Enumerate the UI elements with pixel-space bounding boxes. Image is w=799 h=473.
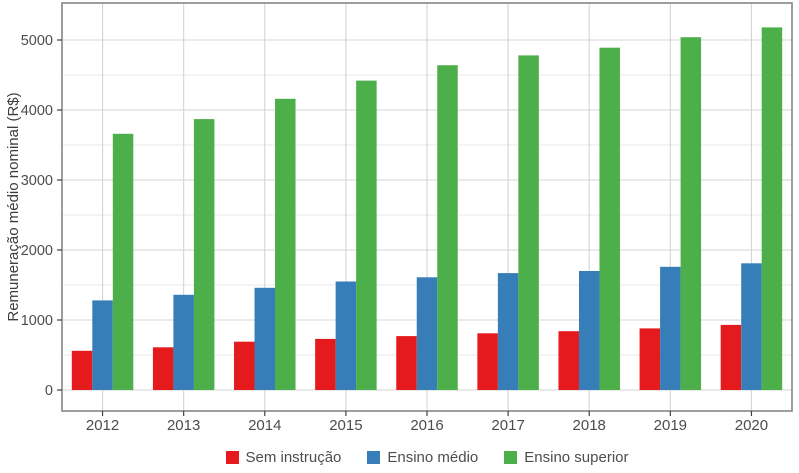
bar-ensino-superior-2014 <box>275 98 296 391</box>
bar-ensino-superior-2019 <box>680 37 702 390</box>
y-tick-label-5000: 5000 <box>21 33 53 49</box>
x-tick-label-2015: 2015 <box>329 417 362 434</box>
y-tick-label-2000: 2000 <box>21 243 53 259</box>
bar-ensino-superior-2015 <box>356 80 377 390</box>
x-tick-label-2013: 2013 <box>167 417 200 434</box>
legend-item-ensino-medio: Ensino médio <box>367 450 478 465</box>
x-tick-label-2019: 2019 <box>654 417 687 434</box>
legend-swatch-ensino-superior <box>504 450 518 464</box>
bar-ensino-medio-2017 <box>497 273 519 390</box>
bar-ensino-medio-2014 <box>254 287 276 390</box>
bar-ensino-medio-2015 <box>335 281 357 390</box>
bar-ensino-superior-2016 <box>437 65 458 390</box>
bar-sem-instrucao-2017 <box>477 333 498 390</box>
bar-sem-instrucao-2013 <box>152 347 174 390</box>
bar-ensino-superior-2012 <box>112 133 134 391</box>
y-tick-label-0: 0 <box>45 383 53 399</box>
y-axis-title: Remuneração médio nominal (R$) <box>5 92 22 321</box>
bar-sem-instrucao-2015 <box>315 338 336 390</box>
legend-item-ensino-superior: Ensino superior <box>504 448 629 466</box>
legend-label-ensino-superior: Ensino superior <box>524 448 629 466</box>
bar-sem-instrucao-2018 <box>558 331 579 390</box>
legend-label-ensino-medio: Ensino médio <box>387 448 479 466</box>
legend-item-sem-instrucao: Sem instrução <box>225 448 342 466</box>
bar-ensino-superior-2020 <box>761 27 783 391</box>
x-tick-label-2014: 2014 <box>248 417 281 434</box>
bar-ensino-medio-2016 <box>416 277 438 390</box>
y-tick-label-1000: 1000 <box>21 313 53 329</box>
bar-ensino-superior-2013 <box>193 119 215 390</box>
y-tick-label-3000: 3000 <box>21 173 53 189</box>
x-tick-label-2017: 2017 <box>491 417 524 434</box>
legend-swatch-ensino-medio <box>367 450 381 464</box>
x-tick-label-2016: 2016 <box>410 417 443 434</box>
x-tick-label-2018: 2018 <box>573 417 606 434</box>
bar-ensino-superior-2018 <box>599 47 620 390</box>
legend-swatch-sem-instrucao <box>225 450 239 464</box>
bar-ensino-medio-2019 <box>660 266 681 390</box>
bar-sem-instrucao-2020 <box>720 324 742 390</box>
bar-sem-instrucao-2014 <box>234 341 255 390</box>
bar-sem-instrucao-2019 <box>639 328 661 390</box>
legend-label-sem-instrucao: Sem instrução <box>245 448 342 466</box>
bar-ensino-medio-2020 <box>741 263 762 390</box>
y-tick-label-4000: 4000 <box>21 103 53 119</box>
bar-ensino-medio-2012 <box>92 300 113 390</box>
bar-ensino-medio-2013 <box>173 294 194 390</box>
chart-legend: Sem instrução Ensino médio Ensino superi… <box>62 446 792 468</box>
bar-sem-instrucao-2012 <box>71 350 93 390</box>
bar-sem-instrucao-2016 <box>396 336 417 390</box>
x-tick-label-2012: 2012 <box>86 417 119 434</box>
bar-ensino-medio-2018 <box>578 271 600 390</box>
x-tick-label-2020: 2020 <box>735 417 768 434</box>
bar-ensino-superior-2017 <box>518 55 539 391</box>
